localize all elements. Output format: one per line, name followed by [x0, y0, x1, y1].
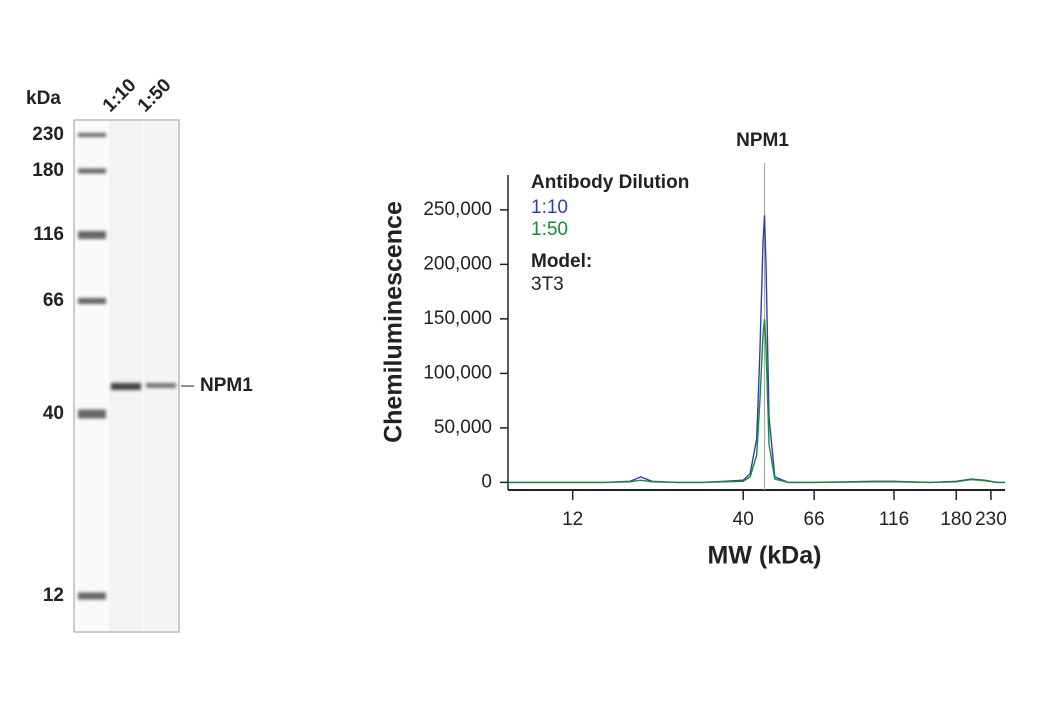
- annotation-label: NPM1: [736, 130, 789, 151]
- band-label: NPM1: [200, 375, 253, 396]
- unit-label: kDa: [26, 88, 61, 109]
- marker-label: 230: [32, 124, 64, 145]
- sample-band: [146, 383, 176, 388]
- marker-label: 66: [43, 290, 64, 311]
- marker-label: 12: [43, 585, 64, 606]
- x-tick-label: 40: [733, 509, 754, 530]
- marker-label: 180: [32, 160, 64, 181]
- y-tick-label: 100,000: [423, 362, 492, 383]
- y-tick-label: 50,000: [434, 417, 492, 438]
- y-tick-label: 250,000: [423, 199, 492, 220]
- y-tick-label: 200,000: [423, 253, 492, 274]
- x-tick-label: 230: [975, 509, 1007, 530]
- x-tick-label: 12: [562, 509, 583, 530]
- legend-entry: 1:50: [531, 219, 568, 240]
- legend-title: Antibody Dilution: [531, 172, 689, 193]
- ladder-band: [78, 168, 106, 174]
- lane: [144, 121, 178, 631]
- lane-label: 1:50: [134, 75, 176, 117]
- x-axis-title: MW (kDa): [708, 542, 822, 570]
- chart: 0 50,000 100,000 150,000 200,000 250,000 12 40 6…: [380, 130, 1007, 570]
- y-tick-label: 0: [481, 471, 492, 492]
- series-line: [508, 318, 1005, 484]
- x-tick-label: 66: [804, 509, 825, 530]
- model-label: Model:: [531, 251, 592, 272]
- ladder-band: [78, 298, 106, 304]
- blot: kDa NPM1 230 180 116 66 40 12 1:101:50: [26, 75, 253, 633]
- ladder-band: [78, 409, 106, 419]
- lane-label: 1:10: [99, 75, 141, 117]
- x-tick-label: 180: [940, 509, 972, 530]
- y-axis-title: Chemiluminescence: [380, 201, 408, 443]
- marker-label: 116: [33, 224, 64, 245]
- marker-label: 40: [43, 403, 64, 424]
- ladder-band: [78, 231, 106, 239]
- ladder-band: [78, 592, 106, 600]
- ladder-band: [78, 133, 106, 137]
- y-tick-label: 150,000: [423, 308, 492, 329]
- x-tick-label: 116: [879, 509, 909, 530]
- model-value: 3T3: [531, 274, 564, 295]
- sample-band: [111, 383, 141, 390]
- lane: [109, 121, 143, 631]
- legend-entry: 1:10: [531, 197, 568, 218]
